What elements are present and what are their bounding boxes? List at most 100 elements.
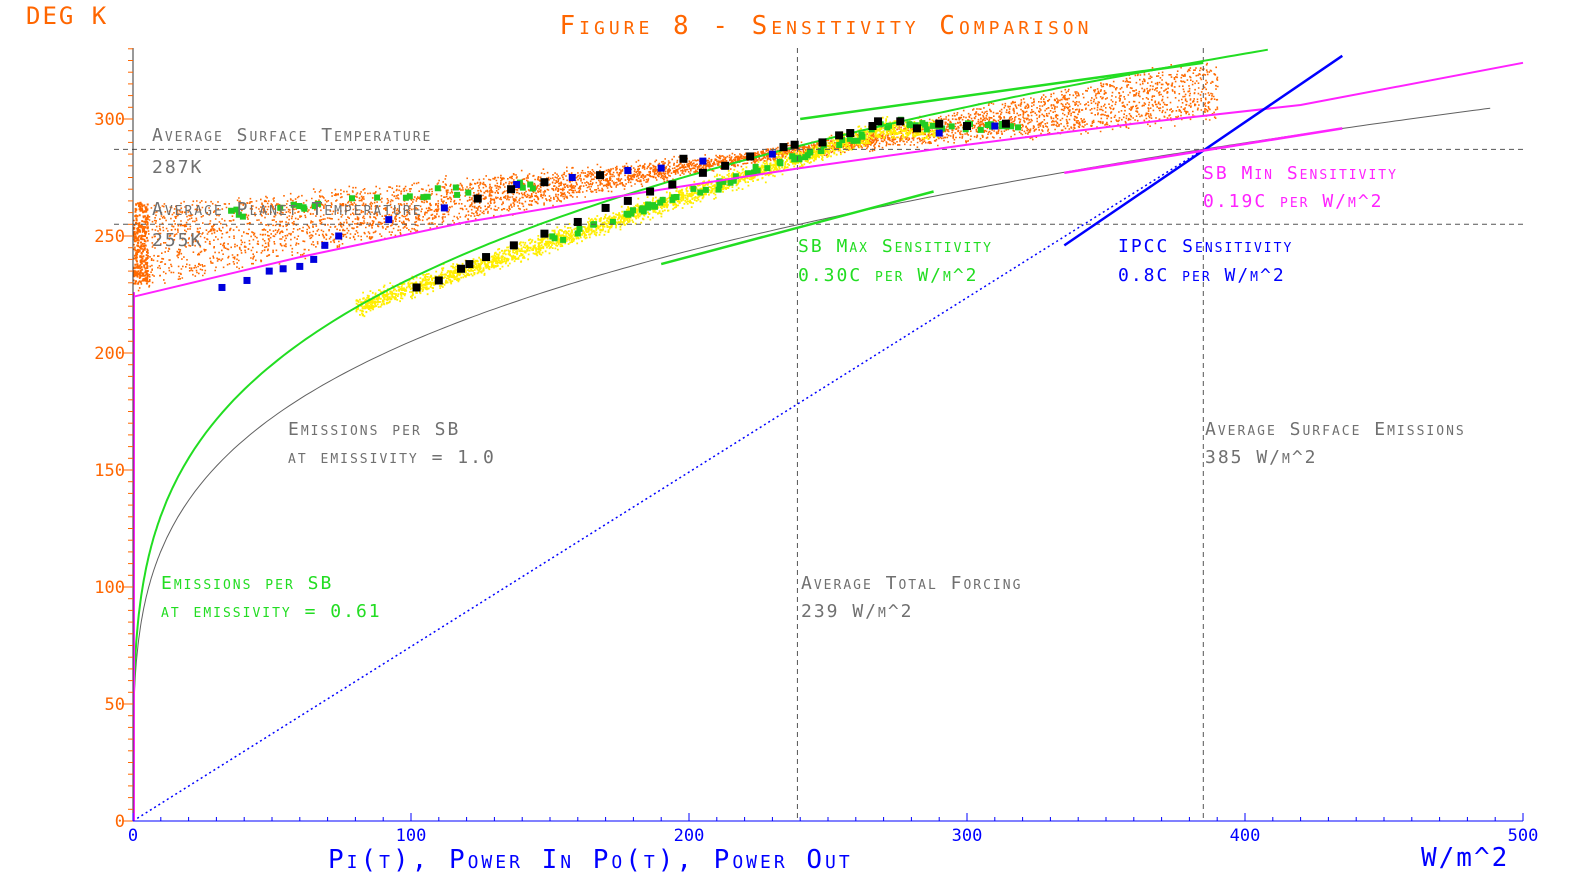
- x-tick-label: 100: [396, 826, 427, 846]
- black-data-point-6: [540, 229, 549, 238]
- black-data-point-15: [779, 143, 788, 152]
- blue-data-point-1: [243, 276, 251, 284]
- black-data-point-16: [818, 138, 827, 147]
- green-scatter-squares: [228, 116, 1022, 243]
- black-data-point-18: [868, 122, 877, 131]
- dotted_line-series-3: [132, 148, 1204, 822]
- sb-curve-emissivity-0-61: [132, 48, 1268, 695]
- tangent-series-4: [660, 190, 934, 266]
- x-tick-label: 500: [1508, 826, 1539, 846]
- black-data-point-12: [698, 168, 707, 177]
- black-data-point-22: [1001, 119, 1010, 128]
- sb-min-sensitivity-label: SB Min Sensitivity: [1203, 163, 1398, 184]
- black-data-point-21: [963, 122, 971, 131]
- x-tick-label: 0: [128, 826, 138, 846]
- black-data-point-17: [846, 129, 855, 138]
- avg-surface-emissions-value: 385 W/m^2: [1205, 447, 1318, 468]
- black-data-point-27: [679, 154, 688, 163]
- avg-surface-temp-value: 287K: [152, 157, 203, 178]
- cloud-layer: [133, 61, 1219, 292]
- y-tick-label: 0: [115, 812, 125, 832]
- avg-total-forcing-label: Average Total Forcing: [801, 573, 1022, 594]
- blue-data-point-10: [513, 181, 521, 189]
- line-layer: [132, 48, 1524, 822]
- black-data-point-31: [912, 124, 921, 133]
- black-data-point-1: [434, 276, 443, 285]
- black-data-point-19: [896, 117, 905, 126]
- tangent-series-6: [1064, 127, 1343, 175]
- avg-planet-temp-label: Average Planet Temperature: [152, 199, 423, 220]
- y-tick-label: 150: [94, 461, 125, 481]
- emissions-sb-061-value: at emissivity = 0.61: [161, 601, 382, 622]
- avg-surface-emissions-label: Average Surface Emissions: [1205, 419, 1466, 440]
- y-tick-label: 50: [105, 695, 125, 715]
- y-tick-label: 250: [94, 227, 125, 247]
- band-layer: [228, 116, 1022, 318]
- orange-scatter-cloud: [133, 61, 1219, 292]
- black-data-point-8: [601, 203, 610, 212]
- black-data-point-25: [540, 178, 549, 187]
- black-data-point-11: [668, 180, 677, 189]
- black-data-point-5: [509, 241, 518, 250]
- black-data-point-4: [482, 253, 491, 262]
- black-data-point-30: [874, 117, 883, 126]
- blue-data-point-11: [568, 174, 576, 181]
- emissions-sb-061-label: Emissions per SB: [161, 573, 333, 594]
- blue-data-point-5: [310, 255, 318, 263]
- line-series-2: [132, 61, 1524, 298]
- x-tick-label: 200: [674, 826, 705, 846]
- y-tick-label: 200: [94, 344, 125, 364]
- x-tick-label: 400: [1230, 826, 1261, 846]
- black-data-point-2: [457, 264, 466, 273]
- grid-layer: [114, 48, 1523, 821]
- tangent-series-7: [800, 61, 1204, 121]
- x-tick-label: 300: [952, 826, 983, 846]
- blue-data-point-14: [657, 164, 665, 172]
- ipcc-sensitivity-value: 0.8C per W/m^2: [1118, 265, 1286, 286]
- blue-data-point-16: [768, 150, 776, 158]
- black-data-point-14: [746, 152, 755, 161]
- sb-min-sensitivity-value: 0.19C per W/m^2: [1203, 191, 1384, 212]
- blue-data-point-6: [321, 241, 329, 249]
- y-unit-label: DEG K: [26, 2, 108, 30]
- avg-planet-temp-value: 255K: [152, 230, 203, 251]
- blue-data-point-17: [935, 129, 943, 137]
- ipcc-sensitivity-label: IPCC Sensitivity: [1118, 236, 1293, 257]
- blue-data-point-15: [699, 157, 707, 165]
- y-tick-label: 300: [94, 110, 125, 130]
- avg-surface-temp-label: Average Surface Temperature: [152, 125, 432, 146]
- black-data-point-26: [596, 171, 605, 180]
- x-axis-label: Pi(t), Power In Po(t), Power Out: [328, 845, 853, 875]
- black-data-point-9: [623, 196, 632, 205]
- blue-data-point-9: [440, 204, 448, 212]
- points-layer: [218, 117, 1010, 292]
- x-unit-label: W/m^2: [1421, 843, 1509, 873]
- y-tick-label: 100: [94, 578, 125, 598]
- yellow-scatter-band: [355, 116, 941, 318]
- axes-layer: 0 50 100 150 200 250 300 0 100 200 300 400 500: [94, 48, 1538, 846]
- sb-max-sensitivity-value: 0.30C per W/m^2: [798, 265, 979, 286]
- blue-data-point-8: [385, 216, 393, 224]
- black-data-point-7: [573, 217, 582, 226]
- blue-data-point-3: [279, 265, 287, 273]
- black-data-point-0: [412, 283, 421, 292]
- black-data-point-28: [790, 140, 799, 149]
- blue-data-point-4: [296, 262, 304, 270]
- blue-data-point-18: [991, 122, 999, 130]
- blue-data-point-13: [624, 166, 632, 174]
- black-data-point-29: [835, 131, 844, 140]
- black-data-point-10: [646, 187, 655, 196]
- chart-title: Figure 8 - Sensitivity Comparison: [560, 11, 1093, 41]
- black-data-point-23: [473, 194, 482, 203]
- avg-total-forcing-value: 239 W/m^2: [801, 601, 914, 622]
- emissions-sb-1-value: at emissivity = 1.0: [288, 447, 496, 468]
- blue-data-point-2: [265, 267, 273, 275]
- black-data-point-20: [935, 119, 944, 128]
- emissions-sb-1-label: Emissions per SB: [288, 419, 460, 440]
- black-data-point-3: [465, 260, 474, 269]
- black-data-point-13: [721, 161, 730, 170]
- black-data-point-24: [507, 185, 516, 194]
- blue-data-point-7: [335, 232, 343, 240]
- blue-data-point-0: [218, 283, 226, 291]
